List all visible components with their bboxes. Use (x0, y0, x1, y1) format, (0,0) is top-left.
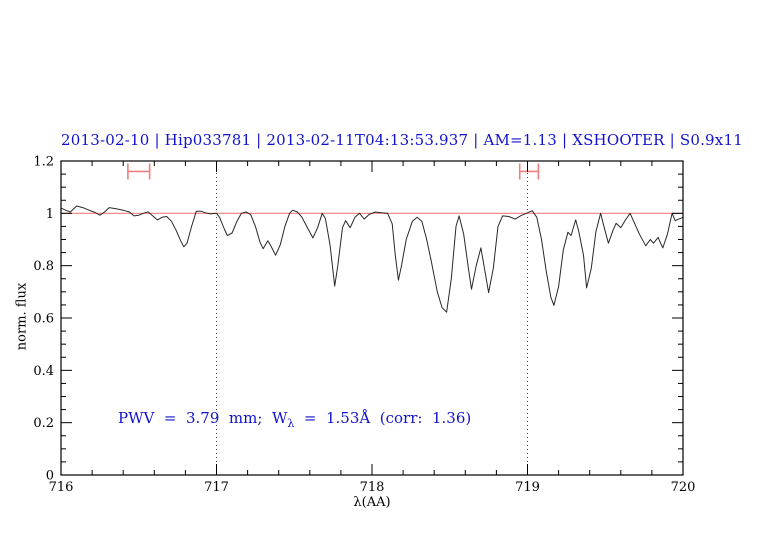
y-tick-label: 0.4 (33, 364, 54, 379)
x-tick-label: 720 (671, 480, 696, 495)
x-axis-label: λ(AA) (353, 495, 391, 510)
pwv-annotation-text-2: = 1.53Å (corr: 1.36) (294, 409, 472, 427)
plot-title: 2013-02-10 | Hip033781 | 2013-02-11T04:1… (61, 131, 743, 149)
lambda-subscript: λ (287, 417, 295, 430)
pwv-annotation: PWV = 3.79 mm; Wλ = 1.53Å (corr: 1.36) (118, 409, 471, 430)
x-tick-label: 718 (360, 480, 385, 495)
y-tick-label: 0.8 (33, 259, 54, 274)
plot-frame (60, 160, 684, 476)
x-tick-label: 717 (204, 480, 229, 495)
y-tick-label: 1 (46, 207, 54, 222)
y-tick-label: 0 (46, 469, 54, 484)
y-tick-label: 0.2 (33, 416, 54, 431)
y-tick-label: 0.6 (33, 312, 54, 327)
pwv-annotation-text: PWV = 3.79 mm; W (118, 409, 288, 427)
y-tick-label: 1.2 (33, 155, 54, 170)
spectrum-curve (60, 205, 684, 313)
x-tick-label: 719 (515, 480, 540, 495)
y-axis-label: norm. flux (14, 282, 30, 351)
x-tick-label: 716 (49, 480, 74, 495)
